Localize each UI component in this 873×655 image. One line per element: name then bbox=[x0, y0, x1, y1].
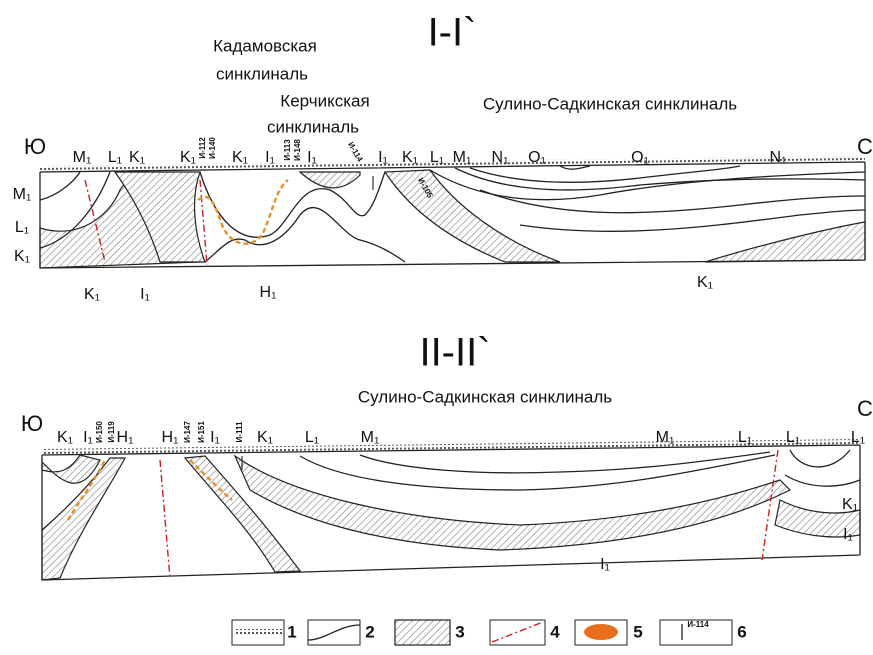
strata-label: I₁ bbox=[600, 556, 610, 573]
syncline-label: Керчикская bbox=[280, 91, 369, 110]
strata-label: H₁ bbox=[260, 284, 277, 301]
strata-label: N₁ bbox=[770, 149, 787, 166]
strata-label: L₁ bbox=[430, 149, 444, 166]
well-label: И-150 bbox=[95, 421, 104, 443]
strata-label: K₁ bbox=[84, 286, 100, 303]
strata-label: I₁ bbox=[210, 429, 220, 446]
legend-number: 2 bbox=[365, 622, 374, 641]
strata-label: N₁ bbox=[492, 149, 509, 166]
strata-label: H₁ bbox=[162, 429, 179, 446]
strata-label: L₁ bbox=[305, 429, 319, 446]
strata-label: O₁ bbox=[631, 149, 649, 166]
strata-label: K₁ bbox=[57, 429, 73, 446]
strata-label: K₁ bbox=[697, 274, 713, 291]
strata-label: L₁ bbox=[786, 429, 800, 446]
strata-label: O₁ bbox=[528, 149, 546, 166]
legend-number: 6 bbox=[737, 622, 746, 641]
syncline-label: Сулино-Садкинская синклиналь bbox=[358, 387, 612, 406]
strata-label: L₁ bbox=[738, 429, 752, 446]
well-label: И-140 bbox=[208, 137, 217, 159]
strata-label: L₁ bbox=[851, 429, 865, 446]
well-label: И-151 bbox=[197, 421, 206, 443]
syncline-label: синклиналь bbox=[216, 64, 308, 83]
legend-well-label: И-114 bbox=[687, 620, 709, 629]
strata-label: K₁ bbox=[257, 429, 273, 446]
syncline-label: Сулино-Садкинская синклиналь bbox=[483, 94, 737, 113]
syncline-label: синклиналь bbox=[267, 117, 359, 136]
direction-label: С bbox=[857, 134, 873, 159]
section-2-drawing bbox=[42, 439, 860, 580]
strata-label: H₁ bbox=[117, 429, 134, 446]
strata-label: M₁ bbox=[361, 429, 380, 446]
strata-label: I₁ bbox=[140, 286, 150, 303]
strata-label: I₁ bbox=[265, 149, 275, 166]
section-title: II-II` bbox=[419, 331, 490, 375]
strata-label: K₁ bbox=[842, 496, 858, 513]
legend-number: 1 bbox=[287, 622, 296, 641]
well-label: И-114 bbox=[346, 140, 365, 163]
legend-number: 4 bbox=[550, 622, 560, 641]
well-label: И-119 bbox=[107, 421, 116, 443]
well-label: И-112 bbox=[198, 137, 207, 159]
legend-number: 5 bbox=[633, 622, 642, 641]
direction-label: Ю bbox=[21, 411, 43, 436]
section-title: I-I` bbox=[428, 11, 477, 55]
strata-label: M₁ bbox=[73, 149, 92, 166]
strata-label: L₁ bbox=[15, 219, 29, 236]
strata-label: M₁ bbox=[453, 149, 472, 166]
section-1-drawing bbox=[40, 156, 865, 268]
strata-label: K₁ bbox=[129, 149, 145, 166]
legend-number: 3 bbox=[455, 622, 464, 641]
strata-label: K₁ bbox=[402, 149, 418, 166]
cross-sections: I-I` Кадамовская синклиналь Керчикская синкл… bbox=[0, 0, 873, 655]
strata-label: M₁ bbox=[13, 186, 32, 203]
strata-label: M₁ bbox=[656, 429, 675, 446]
direction-label: С bbox=[857, 396, 873, 421]
strata-label: L₁ bbox=[108, 149, 122, 166]
legend bbox=[232, 620, 732, 645]
well-label: И-148 bbox=[293, 139, 302, 161]
well-label: И-111 bbox=[235, 421, 244, 442]
strata-label: I₁ bbox=[307, 149, 317, 166]
well-label: И-147 bbox=[183, 421, 192, 443]
syncline-label: Кадамовская bbox=[213, 36, 317, 55]
direction-label: Ю bbox=[24, 134, 46, 159]
strata-label: K₁ bbox=[232, 149, 248, 166]
strata-label: I₁ bbox=[378, 149, 388, 166]
strata-label: I₁ bbox=[83, 429, 93, 446]
well-label: И-113 bbox=[283, 139, 292, 161]
strata-label: I₁ bbox=[843, 526, 853, 543]
strata-label: K₁ bbox=[14, 248, 30, 265]
strata-label: K₁ bbox=[180, 149, 196, 166]
